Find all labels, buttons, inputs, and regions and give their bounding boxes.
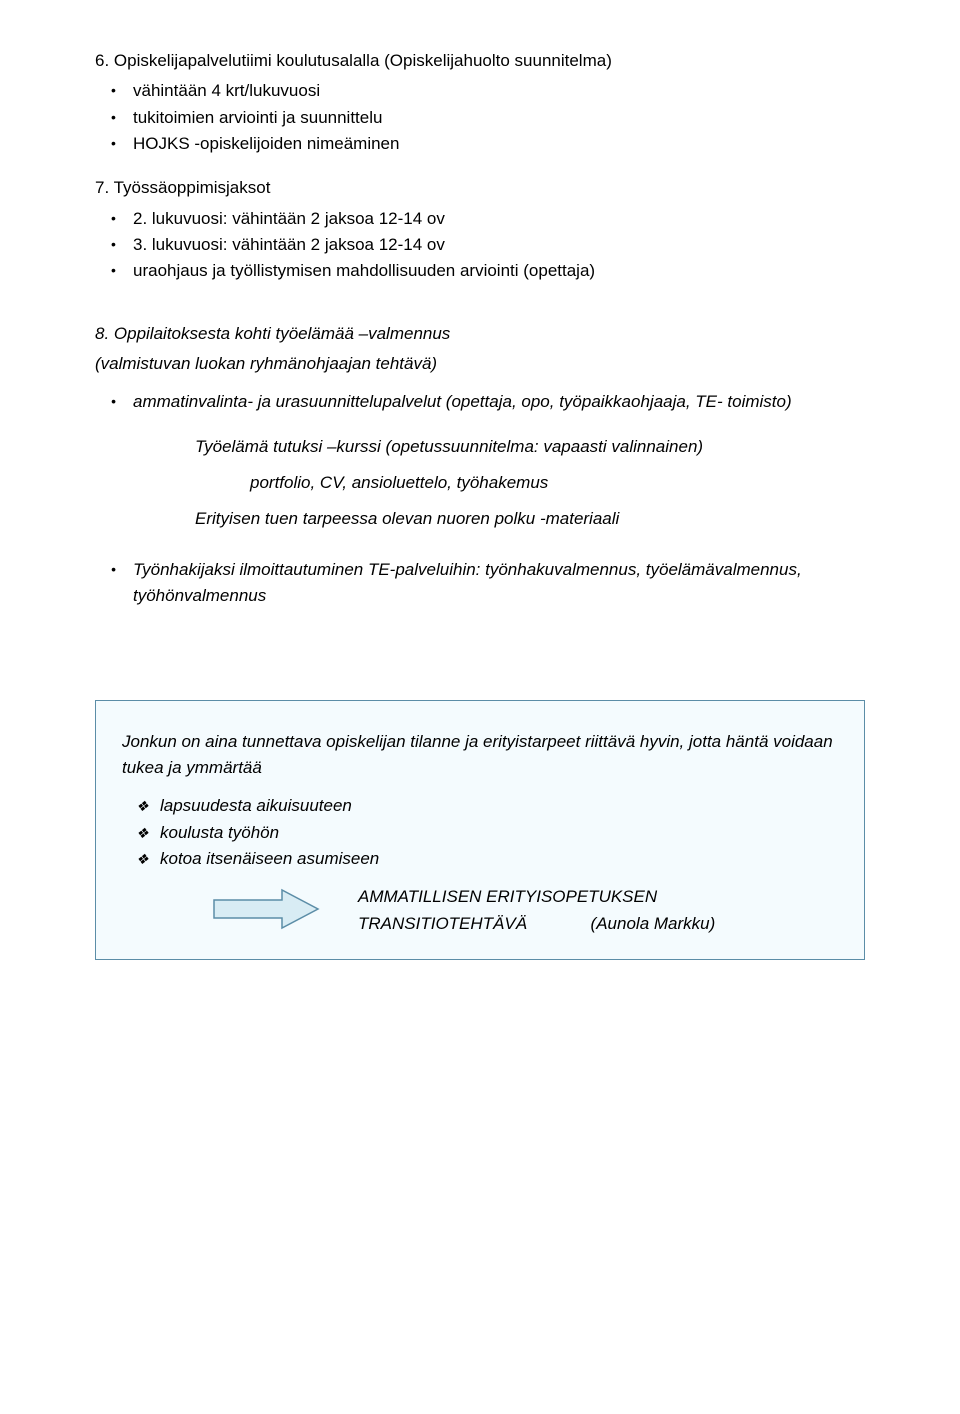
section-8-subheading: (valmistuvan luokan ryhmänohjaajan tehtä… — [95, 351, 865, 377]
box-title-line1: AMMATILLISEN ERITYISOPETUKSEN — [358, 884, 715, 910]
section-7-heading: 7. Työssäoppimisjaksot — [95, 175, 865, 201]
section-8-line-2: portfolio, CV, ansioluettelo, työhakemus — [95, 470, 865, 496]
list-item: uraohjaus ja työllistymisen mahdollisuud… — [133, 258, 865, 284]
box-intro: Jonkun on aina tunnettava opiskelijan ti… — [122, 729, 838, 782]
list-item: kotoa itsenäiseen asumiseen — [160, 846, 838, 872]
section-8-list-b: Työnhakijaksi ilmoittautuminen TE-palvel… — [95, 557, 865, 610]
list-item: tukitoimien arviointi ja suunnittelu — [133, 105, 865, 131]
box-title-left: TRANSITIOTEHTÄVÄ — [358, 914, 527, 933]
box-list: lapsuudesta aikuisuuteen koulusta työhön… — [122, 793, 838, 872]
box-title-block: AMMATILLISEN ERITYISOPETUKSEN TRANSITIOT… — [358, 884, 715, 937]
list-item: ammatinvalinta- ja urasuunnittelupalvelu… — [133, 389, 865, 415]
box-arrow-row: AMMATILLISEN ERITYISOPETUKSEN TRANSITIOT… — [122, 884, 838, 937]
box-title-line2: TRANSITIOTEHTÄVÄ (Aunola Markku) — [358, 911, 715, 937]
list-item: vähintään 4 krt/lukuvuosi — [133, 78, 865, 104]
list-item: 2. lukuvuosi: vähintään 2 jaksoa 12-14 o… — [133, 206, 865, 232]
section-6-heading: 6. Opiskelijapalvelutiimi koulutusalalla… — [95, 48, 865, 74]
section-8: 8. Oppilaitoksesta kohti työelämää –valm… — [95, 321, 865, 610]
list-item: HOJKS -opiskelijoiden nimeäminen — [133, 131, 865, 157]
list-item: koulusta työhön — [160, 820, 838, 846]
section-7-list: 2. lukuvuosi: vähintään 2 jaksoa 12-14 o… — [95, 206, 865, 285]
section-6-list: vähintään 4 krt/lukuvuosi tukitoimien ar… — [95, 78, 865, 157]
section-8-heading: 8. Oppilaitoksesta kohti työelämää –valm… — [95, 321, 865, 347]
section-8-list-a: ammatinvalinta- ja urasuunnittelupalvelu… — [95, 389, 865, 415]
section-8-line-3: Erityisen tuen tarpeessa olevan nuoren p… — [95, 506, 865, 532]
list-item: lapsuudesta aikuisuuteen — [160, 793, 838, 819]
callout-box: Jonkun on aina tunnettava opiskelijan ti… — [95, 700, 865, 960]
list-item: Työnhakijaksi ilmoittautuminen TE-palvel… — [133, 557, 865, 610]
box-title-right: (Aunola Markku) — [591, 914, 716, 933]
arrow-icon — [212, 888, 322, 930]
section-8-line-1: Työelämä tutuksi –kurssi (opetussuunnite… — [95, 434, 865, 460]
list-item: 3. lukuvuosi: vähintään 2 jaksoa 12-14 o… — [133, 232, 865, 258]
